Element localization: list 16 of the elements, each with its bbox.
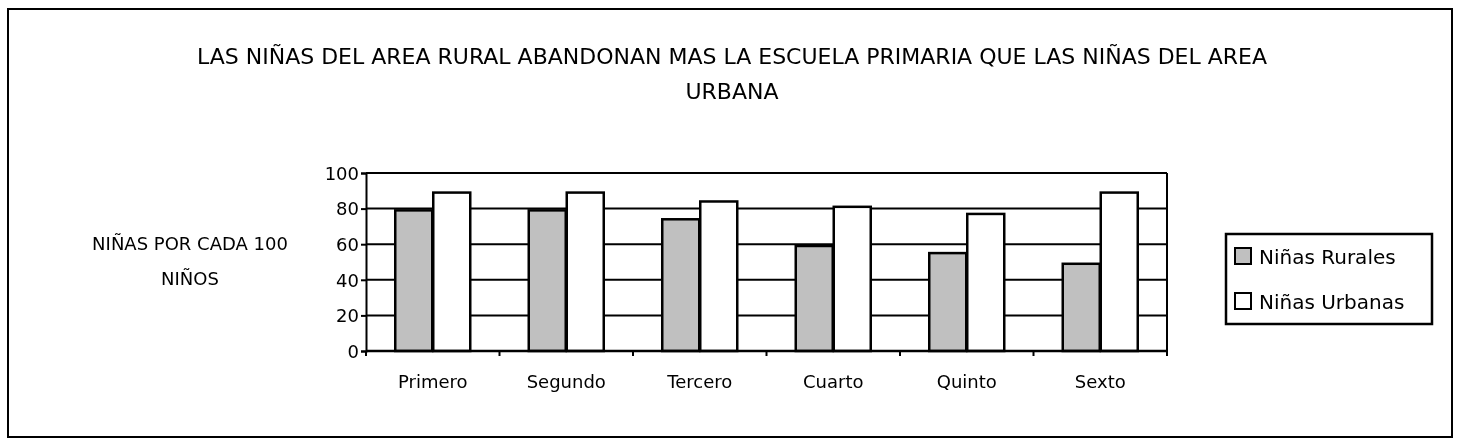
y-tick-label: 0 (347, 340, 359, 362)
x-tick-label: Segundo (526, 371, 606, 392)
x-tick-label: Cuarto (803, 371, 864, 392)
x-tick-label: Primero (397, 371, 468, 392)
y-tick-label: 100 (324, 162, 359, 184)
y-tick-label: 80 (336, 198, 359, 220)
x-tick-label: Quinto (936, 371, 997, 392)
y-tick-label: 20 (336, 305, 359, 327)
legend-label: Niñas Rurales (1259, 245, 1396, 269)
y-tick-label: 60 (336, 234, 359, 255)
x-tick-label: Tercero (666, 371, 733, 392)
legend-label: Niñas Urbanas (1259, 290, 1405, 314)
x-tick-label: Sexto (1074, 371, 1126, 392)
chart-title: LAS NIÑAS DEL AREA RURAL ABANDONAN MAS LA ESCUELA PRIMARIA QUE LAS NIÑAS DEL AREA URBANA (196, 43, 1268, 104)
y-tick-label: 40 (336, 269, 359, 291)
y-axis-title: NIÑAS POR CADA 100 NIÑOS (92, 233, 288, 289)
